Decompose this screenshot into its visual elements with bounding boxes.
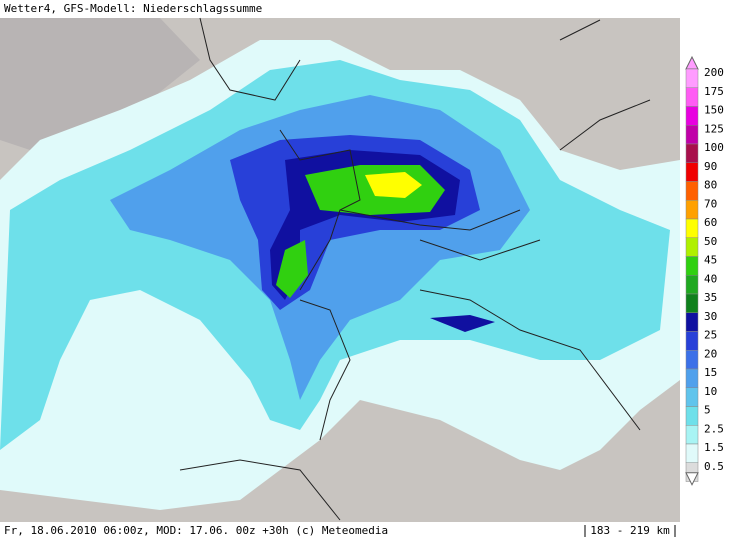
legend-label: 10 — [704, 385, 717, 398]
precip-30-c — [430, 315, 495, 332]
map — [0, 17, 680, 522]
legend-label: 45 — [704, 254, 717, 267]
legend-swatch — [685, 275, 699, 295]
legend-swatch — [685, 425, 699, 445]
precip-60 — [365, 172, 422, 198]
legend-label: 30 — [704, 310, 717, 323]
legend-label: 20 — [704, 347, 717, 360]
legend: 200 175 150 125 100 90 80 70 60 50 45 40 35 30 25 20 15 1… — [685, 55, 724, 486]
legend-swatch — [685, 387, 699, 407]
legend-swatch — [685, 406, 699, 426]
legend-label: 2.5 — [704, 422, 724, 435]
legend-swatch — [685, 218, 699, 238]
country-borders — [179, 17, 651, 521]
legend-swatch — [685, 237, 699, 257]
legend-swatch — [685, 293, 699, 313]
legend-swatch — [685, 87, 699, 107]
legend-swatch — [685, 312, 699, 332]
header-title: Wetter4, GFS-Modell: Niederschlagssumme — [4, 2, 262, 15]
legend-swatch — [685, 200, 699, 220]
legend-arrow-bottom — [685, 472, 699, 486]
legend-swatch — [685, 331, 699, 351]
legend-swatch — [685, 256, 699, 276]
legend-label: 5 — [704, 404, 711, 417]
legend-swatch — [685, 162, 699, 182]
scale-label: 183 - 219 km — [590, 524, 670, 537]
legend-label: 175 — [704, 85, 724, 98]
legend-label: 35 — [704, 291, 717, 304]
sea — [0, 18, 200, 160]
legend-label: 200 — [704, 66, 724, 79]
legend-swatch — [685, 443, 699, 463]
precip-45-b — [276, 240, 308, 298]
legend-swatch — [685, 106, 699, 126]
legend-label: 50 — [704, 235, 717, 248]
legend-label: 150 — [704, 104, 724, 117]
legend-label: 40 — [704, 272, 717, 285]
legend-label: 80 — [704, 179, 717, 192]
legend-label: 0.5 — [704, 460, 724, 473]
legend-swatch — [685, 181, 699, 201]
legend-swatch — [685, 368, 699, 388]
legend-label: 1.5 — [704, 441, 724, 454]
legend-label: 100 — [704, 141, 724, 154]
legend-swatch — [685, 68, 699, 88]
legend-label: 70 — [704, 197, 717, 210]
legend-swatch — [685, 350, 699, 370]
legend-label: 125 — [704, 122, 724, 135]
legend-swatch — [685, 143, 699, 163]
legend-swatch — [685, 125, 699, 145]
footer-bar — [0, 522, 740, 540]
legend-label: 60 — [704, 216, 717, 229]
legend-label: 15 — [704, 366, 717, 379]
legend-label: 25 — [704, 329, 717, 342]
legend-label: 90 — [704, 160, 717, 173]
footer-info: Fr, 18.06.2010 06:00z, MOD: 17.06. 00z +… — [4, 524, 388, 537]
